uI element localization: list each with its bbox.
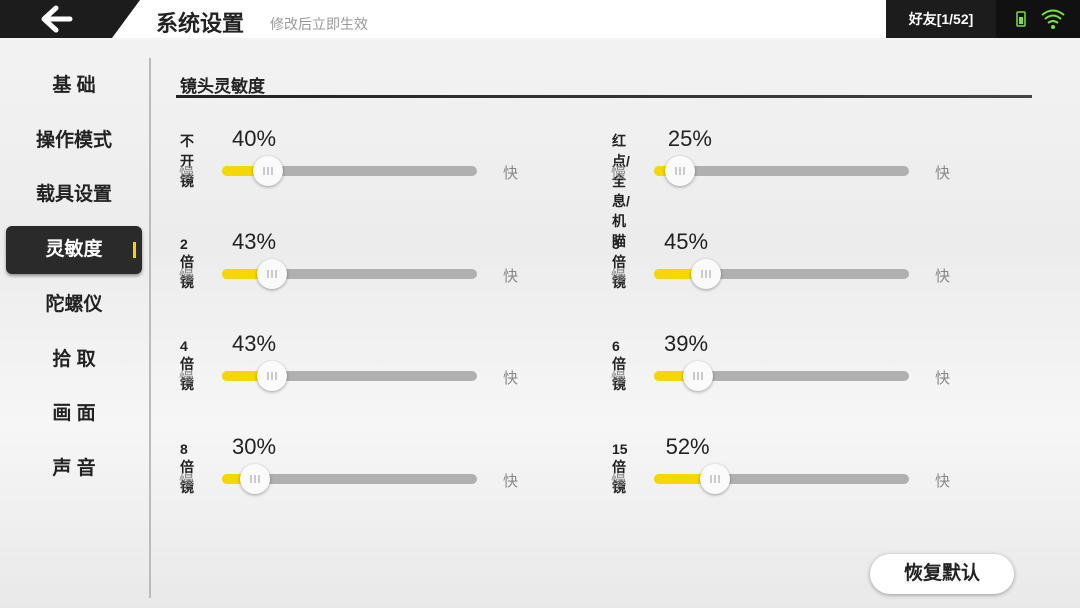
page-title: 系统设置 bbox=[156, 11, 245, 36]
slider-track[interactable] bbox=[654, 156, 909, 186]
slider-track[interactable] bbox=[222, 361, 477, 391]
nav-item[interactable]: 基 础 bbox=[52, 75, 96, 96]
friends-button[interactable]: 好友[1/52] bbox=[886, 0, 996, 38]
slider-track[interactable] bbox=[222, 463, 477, 494]
slider-value: 43% bbox=[232, 228, 277, 254]
slider-name: 8倍镜 bbox=[180, 440, 194, 495]
slider-label: 8倍镜 30% bbox=[180, 434, 276, 497]
slow-label: 慢 bbox=[611, 165, 627, 182]
slider-track[interactable] bbox=[222, 258, 477, 289]
thumb-grip bbox=[250, 474, 260, 483]
slider-value: 45% bbox=[664, 228, 709, 254]
nav-item[interactable]: 灵敏度 bbox=[6, 226, 142, 275]
slider-value: 43% bbox=[232, 331, 277, 356]
slider-thumb[interactable] bbox=[239, 463, 270, 494]
slider-value: 30% bbox=[232, 433, 277, 459]
slow-label: 慢 bbox=[611, 370, 627, 387]
slider-name: 不开镜 bbox=[180, 133, 194, 189]
slow-label: 慢 bbox=[179, 165, 195, 182]
thumb-grip bbox=[693, 372, 704, 380]
fast-label: 快 bbox=[935, 370, 951, 387]
nav-item[interactable]: 操作模式 bbox=[35, 129, 112, 151]
slow-label: 慢 bbox=[179, 267, 195, 285]
slider-fill bbox=[222, 166, 268, 176]
fast-label: 快 bbox=[503, 165, 519, 182]
nav-item[interactable]: 画 面 bbox=[52, 403, 96, 425]
slider-track[interactable] bbox=[654, 258, 909, 289]
nav-item[interactable]: 载具设置 bbox=[35, 184, 112, 206]
slider-label: 15倍镜 52% bbox=[612, 434, 710, 497]
slider-thumb[interactable] bbox=[691, 258, 722, 289]
thumb-grip bbox=[267, 372, 277, 380]
slider-track[interactable] bbox=[654, 361, 909, 391]
fast-label: 快 bbox=[935, 267, 951, 285]
slider-thumb[interactable] bbox=[665, 156, 696, 186]
divider bbox=[149, 58, 151, 598]
slider-value: 39% bbox=[664, 331, 709, 356]
slider-name: 3倍镜 bbox=[612, 235, 626, 290]
slider-track[interactable] bbox=[222, 156, 477, 186]
slider-thumb[interactable] bbox=[700, 463, 731, 494]
thumb-grip bbox=[267, 269, 277, 278]
back-button[interactable] bbox=[0, 0, 140, 38]
fast-label: 快 bbox=[503, 267, 519, 285]
slider-value: 52% bbox=[665, 433, 710, 459]
section-underline bbox=[176, 95, 1032, 98]
thumb-grip bbox=[710, 474, 721, 483]
slider-name: 4倍镜 bbox=[180, 338, 194, 392]
reset-button[interactable]: 恢复默认 bbox=[870, 554, 1014, 594]
slider-thumb[interactable] bbox=[252, 156, 283, 186]
slider-label: 2倍镜 43% bbox=[180, 229, 276, 292]
section-title: 镜头灵敏度 bbox=[180, 77, 265, 96]
status-icons bbox=[996, 0, 1080, 38]
slider-fill bbox=[222, 473, 255, 484]
slider-value: 40% bbox=[232, 126, 277, 151]
slider-track[interactable] bbox=[654, 463, 909, 494]
slider-name: 红点/全息/机瞄 bbox=[612, 133, 630, 249]
slider-name: 6倍镜 bbox=[612, 338, 626, 392]
slider-fill bbox=[654, 473, 716, 484]
page-subtitle: 修改后立即生效 bbox=[270, 16, 368, 32]
slider-label: 红点/全息/机瞄 25% bbox=[612, 126, 712, 251]
slider-thumb[interactable] bbox=[256, 361, 287, 391]
slow-label: 慢 bbox=[611, 267, 627, 285]
fast-label: 快 bbox=[935, 472, 951, 490]
slider-fill bbox=[222, 268, 272, 279]
slider-fill bbox=[654, 268, 707, 279]
slider-fill bbox=[222, 371, 272, 381]
slider-value: 25% bbox=[667, 126, 712, 151]
slider-name: 2倍镜 bbox=[180, 235, 194, 290]
slow-label: 慢 bbox=[611, 472, 627, 490]
nav-item[interactable]: 陀螺仪 bbox=[45, 293, 103, 315]
slider-fill bbox=[654, 371, 699, 381]
slow-label: 慢 bbox=[179, 472, 195, 490]
slider-name: 15倍镜 bbox=[612, 440, 628, 495]
fast-label: 快 bbox=[935, 165, 951, 182]
nav-item[interactable]: 拾 取 bbox=[52, 348, 96, 370]
nav-item[interactable]: 声 音 bbox=[52, 457, 96, 479]
thumb-grip bbox=[675, 167, 685, 175]
thumb-grip bbox=[263, 167, 273, 175]
slider-label: 3倍镜 45% bbox=[612, 229, 708, 292]
back-arrow bbox=[41, 5, 73, 33]
fast-label: 快 bbox=[503, 370, 519, 387]
slider-thumb[interactable] bbox=[256, 258, 287, 289]
slow-label: 慢 bbox=[179, 370, 195, 387]
slider-label: 6倍镜 39% bbox=[612, 331, 708, 394]
thumb-grip bbox=[701, 269, 711, 278]
slider-thumb[interactable] bbox=[683, 361, 714, 391]
slider-label: 不开镜 40% bbox=[180, 126, 276, 191]
slider-label: 4倍镜 43% bbox=[180, 331, 276, 394]
status-svg bbox=[1016, 9, 1065, 29]
fast-label: 快 bbox=[503, 472, 519, 490]
